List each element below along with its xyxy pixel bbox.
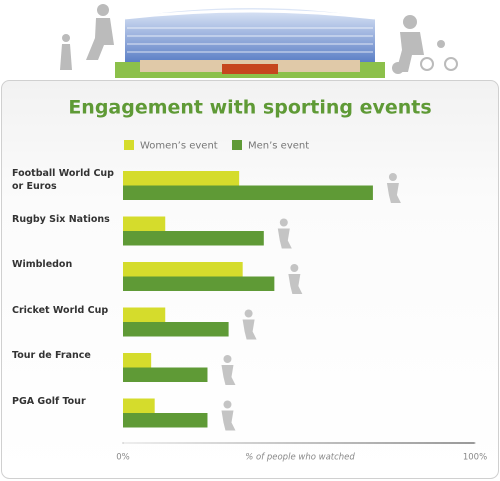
sport-icon xyxy=(244,309,253,318)
bar xyxy=(123,398,155,413)
legend-swatch xyxy=(232,140,242,150)
bar xyxy=(123,231,264,246)
category-label: Rugby Six Nations xyxy=(12,213,110,225)
bar xyxy=(123,367,208,382)
sport-icon xyxy=(221,365,236,385)
sport-icon xyxy=(388,173,397,181)
legend-label: Women’s event xyxy=(140,141,218,152)
chart-title: Engagement with sporting events xyxy=(68,97,431,119)
bar xyxy=(123,413,208,428)
sport-icon xyxy=(290,264,299,272)
category-label: Tour de France xyxy=(12,350,91,361)
x-tick-label: 0% xyxy=(116,453,130,463)
sport-icon xyxy=(223,400,232,409)
category-label: Football World Cup or Euros xyxy=(12,168,114,192)
bar xyxy=(123,171,240,186)
category-label: Wimbledon xyxy=(12,259,73,270)
sport-icon xyxy=(288,274,303,294)
bar xyxy=(123,185,373,200)
bar xyxy=(123,353,152,368)
bar xyxy=(123,276,275,291)
category-label: PGA Golf Tour xyxy=(12,395,86,407)
legend: Women’s event Men’s event xyxy=(124,140,309,152)
legend-swatch xyxy=(124,140,134,150)
plot xyxy=(123,171,373,428)
sport-icon xyxy=(279,218,288,227)
bar xyxy=(123,307,166,322)
sport-icon xyxy=(242,319,257,340)
x-axis xyxy=(123,442,475,444)
bar xyxy=(123,216,166,231)
bar xyxy=(123,322,229,337)
x-tick-label: 100% xyxy=(463,453,487,463)
x-axis-label: % of people who watched xyxy=(245,453,355,463)
category-label: Cricket World Cup xyxy=(12,304,109,316)
sport-icon xyxy=(386,183,401,203)
legend-label: Men’s event xyxy=(248,141,309,152)
sport-icon xyxy=(277,228,292,249)
sport-icon xyxy=(221,410,236,431)
header-illustration xyxy=(60,4,458,78)
sport-icon xyxy=(223,355,232,363)
bar xyxy=(123,262,243,277)
